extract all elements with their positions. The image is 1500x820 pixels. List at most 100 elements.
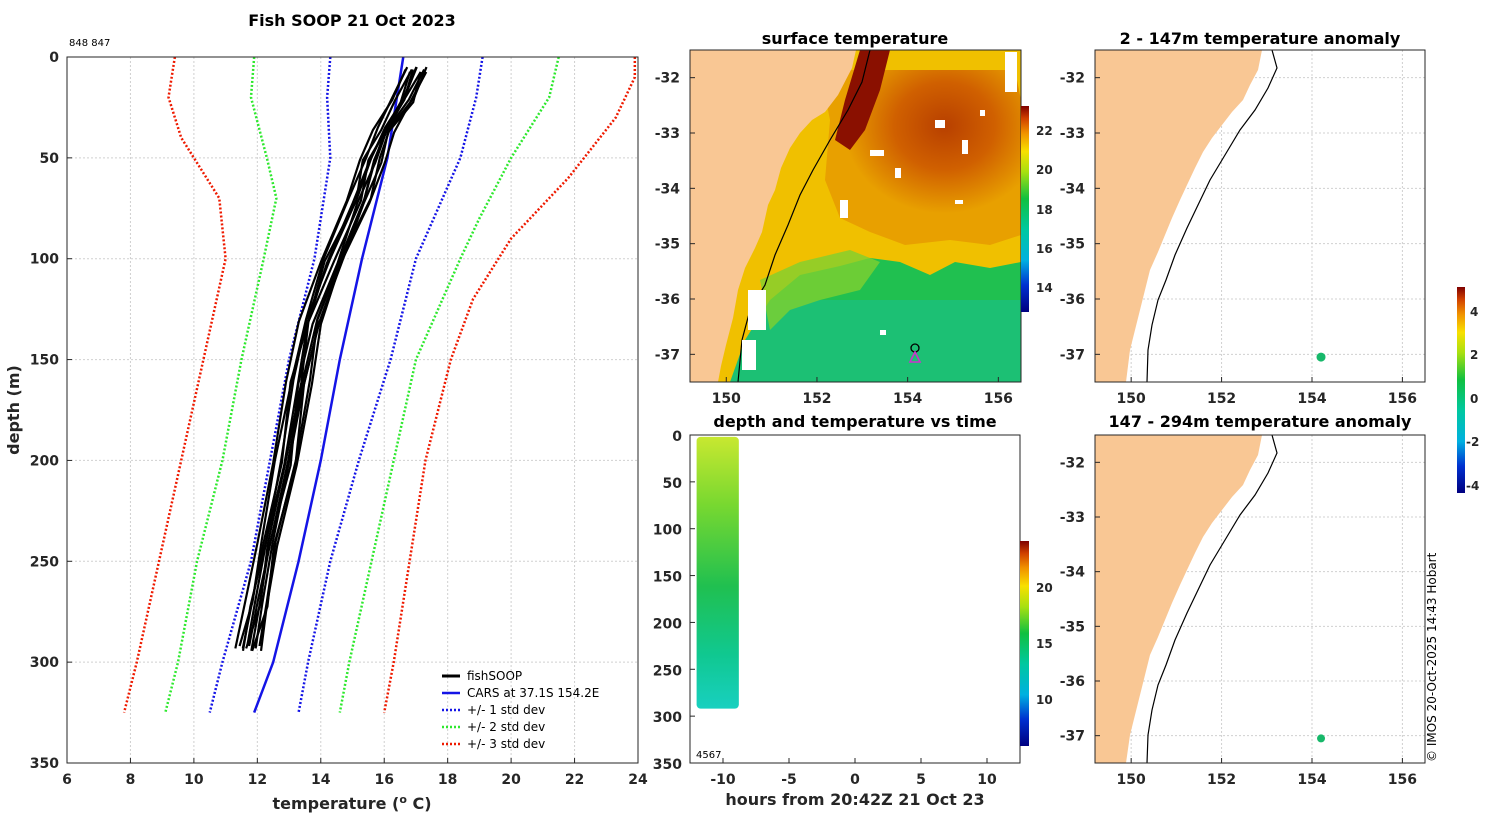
land-mass <box>690 50 856 382</box>
anomaly-cbar-tick: 4 <box>1470 305 1478 319</box>
profile-x-tick-label: 18 <box>438 772 457 788</box>
longitude-tick-label: 154 <box>1297 772 1326 788</box>
profile-x-tick-label: 14 <box>311 772 331 788</box>
land-mass <box>1095 50 1262 382</box>
profile-y-tick-label: 150 <box>30 353 59 369</box>
profile-panel: Fish SOOP 21 Oct 2023 848 847 6 8 10 12 14 16… <box>4 11 648 813</box>
time-x-tick-label: -10 <box>710 772 736 788</box>
profile-y-tick-label: 0 <box>49 50 59 66</box>
anomaly-colorbar-bar <box>1457 287 1465 493</box>
anomaly-panel-lower: 147 - 294m temperature anomaly -32 -33 -34… <box>1060 412 1426 788</box>
fishsoop-profile-line <box>251 71 422 652</box>
profile-x-tick-label: 16 <box>374 772 393 788</box>
latitude-tick-label: -34 <box>1060 181 1086 197</box>
longitude-tick-label: 156 <box>984 391 1013 407</box>
latitude-tick-label: -33 <box>655 126 680 142</box>
anomaly-cbar-tick: -2 <box>1466 435 1479 449</box>
std-dev-line <box>382 57 637 713</box>
surface-colorbar <box>1021 106 1029 312</box>
profile-x-tick-label: 24 <box>628 772 648 788</box>
time-y-tick-label: 0 <box>672 429 682 445</box>
profile-xlabel: temperature (o C) <box>272 793 431 813</box>
latitude-tick-label: -35 <box>1060 237 1085 253</box>
time-x-tick-label: 10 <box>977 772 997 788</box>
profile-series <box>122 57 637 714</box>
profile-x-tick-label: 20 <box>501 772 521 788</box>
latitude-tick-label: -32 <box>1060 71 1085 87</box>
time-y-tick-label: 250 <box>653 663 682 679</box>
longitude-tick-label: 150 <box>712 391 741 407</box>
anomaly-cbar-tick: 2 <box>1470 348 1478 362</box>
latitude-tick-label: -33 <box>1060 510 1085 526</box>
profile-y-tick-label: 200 <box>30 453 59 469</box>
legend-label-std3: +/- 3 std dev <box>467 737 545 751</box>
time-y-tick-label: 350 <box>653 757 682 773</box>
profile-y-tick-label: 100 <box>30 252 59 268</box>
anomaly2-axes-frame <box>1094 434 1426 764</box>
anomaly-colorbar: 4 2 0 -2 -4 <box>1457 287 1479 493</box>
latitude-tick-label: -35 <box>655 237 680 253</box>
longitude-tick-label: 152 <box>1207 391 1236 407</box>
std-dev-line <box>122 57 227 713</box>
profile-axes-frame <box>66 56 639 764</box>
anomaly-cbar-tick: 0 <box>1470 392 1478 406</box>
latitude-tick-label: -35 <box>1060 619 1085 635</box>
std-dev-line <box>164 57 278 713</box>
longitude-tick-label: 154 <box>893 391 922 407</box>
profile-ticks: 6 8 10 12 14 16 18 20 22 24 0 50 100 150 200 250 300 350 <box>30 50 648 788</box>
fishsoop-profile-line <box>258 66 428 647</box>
profile-x-tick-label: 12 <box>248 772 267 788</box>
profile-legend: fishSOOP CARS at 37.1S 154.2E +/- 1 std … <box>442 669 599 751</box>
anomaly2-title: 147 - 294m temperature anomaly <box>1109 412 1412 431</box>
profile-grid <box>67 57 638 763</box>
latitude-tick-label: -37 <box>1060 347 1085 363</box>
longitude-tick-label: 150 <box>1117 391 1146 407</box>
surface-title: surface temperature <box>762 29 949 48</box>
time-title: depth and temperature vs time <box>713 412 996 431</box>
depth-time-curtain <box>696 436 739 709</box>
latitude-tick-label: -37 <box>655 347 680 363</box>
longitude-tick-label: 154 <box>1297 391 1326 407</box>
cloud-mask <box>742 52 1017 370</box>
sst-front <box>760 250 880 330</box>
latitude-tick-label: -34 <box>655 181 681 197</box>
surface-cbar-tick: 20 <box>1036 163 1053 177</box>
longitude-tick-label: 152 <box>1207 772 1236 788</box>
profile-title: Fish SOOP 21 Oct 2023 <box>248 11 456 30</box>
longitude-tick-label: 156 <box>1388 772 1417 788</box>
std-dev-line <box>338 57 560 713</box>
time-axes-frame <box>689 434 1021 764</box>
time-panel: depth and temperature vs time -10 -5 0 5 100… <box>653 412 1053 809</box>
anomaly1-point <box>1316 352 1326 362</box>
surface-temperature-panel: surface temperature <box>655 29 1053 407</box>
surface-cbar-tick: 22 <box>1036 124 1053 138</box>
time-y-tick-label: 200 <box>653 616 682 632</box>
time-y-tick-label: 100 <box>653 523 682 539</box>
surface-cbar-tick: 14 <box>1036 281 1053 295</box>
profile-y-tick-label: 350 <box>30 756 59 772</box>
legend-label-cars: CARS at 37.1S 154.2E <box>467 686 599 700</box>
anomaly2-ticks: -32 -33 -34 -35 -36 -37 150 152 154 156 <box>1060 455 1417 788</box>
surface-cbar-tick: 18 <box>1036 203 1053 217</box>
time-x-tick-label: 5 <box>916 772 926 788</box>
profile-x-tick-label: 8 <box>126 772 136 788</box>
cars-mean-line <box>252 57 405 714</box>
fishsoop-profile-line <box>259 71 428 651</box>
anomaly1-map <box>1095 50 1278 382</box>
latitude-tick-label: -32 <box>655 71 680 87</box>
float-location-triangle <box>908 350 922 363</box>
longitude-tick-label: 152 <box>802 391 831 407</box>
fishsoop-profile-line <box>238 66 409 647</box>
profile-y-tick-label: 50 <box>40 151 60 167</box>
latitude-tick-label: -36 <box>1060 674 1085 690</box>
time-xlabel: hours from 20:42Z 21 Oct 23 <box>725 790 984 809</box>
profile-ylabel: depth (m) <box>4 365 23 455</box>
profile-y-tick-label: 250 <box>30 554 59 570</box>
longitude-tick-label: 156 <box>1388 391 1417 407</box>
profile-id-text: 848 847 <box>69 38 110 49</box>
anomaly-panel-upper: 2 - 147m temperature anomaly -32-33-34-3… <box>1060 29 1426 407</box>
time-y-tick-label: 150 <box>653 570 682 586</box>
std-dev-line <box>208 57 332 713</box>
